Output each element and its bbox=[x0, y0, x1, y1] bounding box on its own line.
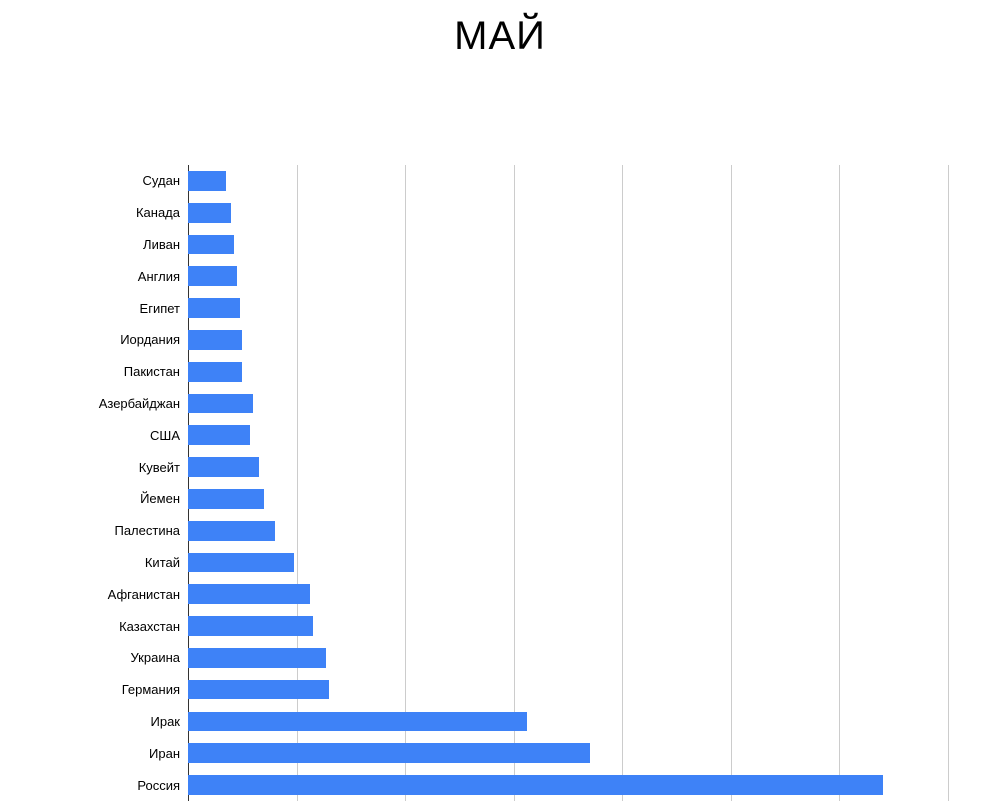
y-axis-label: Ливан bbox=[0, 229, 188, 261]
bar-slot bbox=[188, 674, 948, 706]
bar-slot bbox=[188, 260, 948, 292]
bar-slot bbox=[188, 324, 948, 356]
bar-slot bbox=[188, 547, 948, 579]
bar bbox=[188, 171, 226, 191]
y-axis-label: Йемен bbox=[0, 483, 188, 515]
bar-slot bbox=[188, 769, 948, 801]
bar-slot bbox=[188, 229, 948, 261]
bar-slot bbox=[188, 642, 948, 674]
y-axis-label: Палестина bbox=[0, 515, 188, 547]
bar bbox=[188, 553, 294, 573]
bar bbox=[188, 680, 329, 700]
bar bbox=[188, 457, 259, 477]
bar bbox=[188, 743, 590, 763]
bar-slot bbox=[188, 419, 948, 451]
y-axis-label: Афганистан bbox=[0, 578, 188, 610]
bar bbox=[188, 362, 242, 382]
bar bbox=[188, 298, 240, 318]
bar bbox=[188, 203, 231, 223]
bar bbox=[188, 775, 883, 795]
y-axis-label: Казахстан bbox=[0, 610, 188, 642]
y-axis-label: Иран bbox=[0, 737, 188, 769]
y-axis-label: Китай bbox=[0, 547, 188, 579]
y-axis-label: Иордания bbox=[0, 324, 188, 356]
y-axis-label: Канада bbox=[0, 197, 188, 229]
bar bbox=[188, 521, 275, 541]
bar-slot bbox=[188, 165, 948, 197]
bar-slot bbox=[188, 737, 948, 769]
y-axis-label: Россия bbox=[0, 769, 188, 801]
bar-slot bbox=[188, 706, 948, 738]
bar-slot bbox=[188, 292, 948, 324]
y-axis-label: Украина bbox=[0, 642, 188, 674]
bar bbox=[188, 394, 253, 414]
bar bbox=[188, 584, 310, 604]
bar bbox=[188, 235, 234, 255]
y-axis-label: США bbox=[0, 419, 188, 451]
bar-slot bbox=[188, 197, 948, 229]
bar bbox=[188, 330, 242, 350]
y-axis-label: Египет bbox=[0, 292, 188, 324]
bar-slot bbox=[188, 451, 948, 483]
bar-slot bbox=[188, 578, 948, 610]
bar bbox=[188, 616, 313, 636]
plot-area: 02004006008001,0001,2001,400 bbox=[188, 165, 948, 801]
y-axis-label: Ирак bbox=[0, 706, 188, 738]
bar bbox=[188, 425, 250, 445]
bar-slot bbox=[188, 515, 948, 547]
y-axis-label: Германия bbox=[0, 674, 188, 706]
gridline bbox=[948, 165, 949, 801]
y-axis-label: Азербайджан bbox=[0, 388, 188, 420]
y-axis-labels: СуданКанадаЛиванАнглияЕгипетИорданияПаки… bbox=[0, 165, 188, 801]
y-axis-label: Судан bbox=[0, 165, 188, 197]
bar-slot bbox=[188, 610, 948, 642]
y-axis-label: Англия bbox=[0, 260, 188, 292]
bar bbox=[188, 489, 264, 509]
bars-layer bbox=[188, 165, 948, 801]
bar bbox=[188, 266, 237, 286]
bar-slot bbox=[188, 356, 948, 388]
bar bbox=[188, 648, 326, 668]
chart-title: МАЙ bbox=[0, 0, 1000, 59]
bar bbox=[188, 712, 527, 732]
bar-slot bbox=[188, 388, 948, 420]
y-axis-label: Пакистан bbox=[0, 356, 188, 388]
bar-slot bbox=[188, 483, 948, 515]
y-axis-label: Кувейт bbox=[0, 451, 188, 483]
chart-container: СуданКанадаЛиванАнглияЕгипетИорданияПаки… bbox=[0, 59, 1000, 802]
